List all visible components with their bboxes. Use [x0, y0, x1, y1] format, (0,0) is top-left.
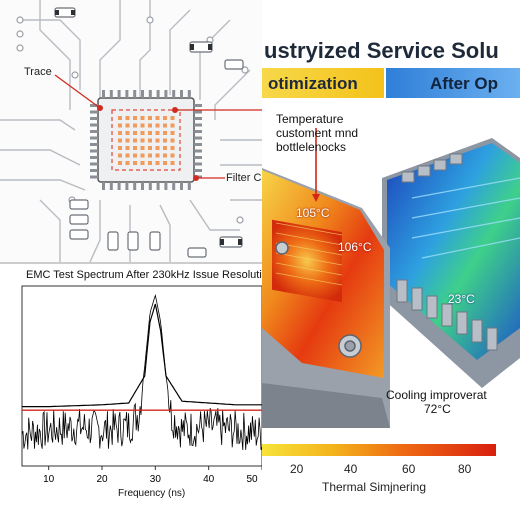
banner-right-text: After Op [430, 74, 498, 93]
pcb-schematic [0, 0, 262, 262]
thermal-render [262, 128, 520, 428]
emc-x-tick-label: 40 [203, 474, 215, 485]
thermal-colorbar [262, 444, 496, 456]
cool-temp: 23°C [448, 292, 475, 306]
hot-temp-2: 106°C [338, 240, 372, 254]
emc-envelope-series [22, 303, 262, 408]
emc-x-tick-label: 20 [96, 474, 108, 485]
colorbar-tick-20: 20 [290, 462, 304, 476]
pcb-panel: Trace Filter C [0, 0, 262, 262]
emc-panel: EMC Test Spectrum After 230kHz Issue Res… [0, 262, 262, 522]
banner-right [386, 68, 520, 98]
emc-x-tick-label: 30 [150, 474, 162, 485]
thermal-title: ustryized Service Solu [264, 38, 499, 63]
trace-label: Trace [24, 66, 52, 78]
thermal-panel: ustryized Service Solu otimization After… [262, 0, 520, 520]
emc-noise-series [21, 294, 262, 451]
emc-chart-title: EMC Test Spectrum After 230kHz Issue Res… [26, 269, 262, 281]
colorbar-label: Thermal Simjnering [322, 480, 427, 494]
emc-x-axis-label: Frequency (ns) [118, 488, 186, 499]
emc-x-tick-label: 50 [246, 474, 258, 485]
colorbar-tick-60: 60 [402, 462, 416, 476]
cooling-note-line2: 72°C [424, 402, 451, 416]
emc-x-tick-label: 10 [43, 474, 55, 485]
cooling-note-line1: Cooling improverat [386, 388, 487, 402]
emc-spectrum-chart: 10 20 30 40 50 [21, 285, 262, 485]
filter-label: Filter C [226, 172, 262, 184]
colorbar-tick-80: 80 [458, 462, 472, 476]
bottleneck-callout: Temperature customent mnd bottlelenocks [276, 112, 359, 154]
banner-left-text: otimization [268, 74, 358, 93]
hot-temp-1: 105°C [296, 206, 330, 220]
banner-left [262, 68, 384, 98]
colorbar-tick-40: 40 [344, 462, 358, 476]
